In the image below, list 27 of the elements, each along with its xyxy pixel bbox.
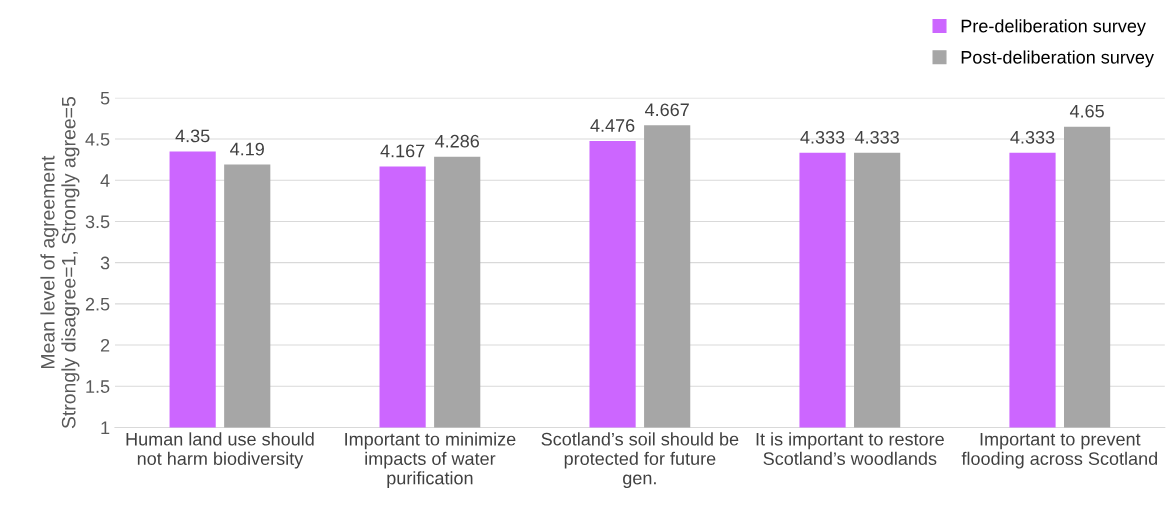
y-tick-label: 1 (101, 421, 110, 434)
y-tick-label: 5 (100, 91, 110, 105)
x-tick-label: Important to prevent flooding across Scotland (961, 432, 1158, 469)
x-tick-label: It is important to restore Scotland’s woodlands (756, 432, 944, 466)
x-tick-label: Important to minimize impacts of water purification (345, 432, 516, 489)
y-tick-label: 4.5 (85, 133, 110, 146)
data-label: 4.286 (435, 134, 479, 148)
x-tick-label: Scotland’s soil should be protected for future gen. (541, 432, 739, 489)
data-label: 4.35 (175, 129, 210, 143)
y-tick-label: 2.5 (85, 297, 110, 311)
data-label: 4.167 (380, 144, 425, 158)
x-tick-label: Human land use should not harm biodiversity (126, 432, 314, 469)
data-label: 4.476 (590, 119, 635, 132)
data-label: 4.333 (800, 130, 845, 144)
legend-label: Pre-deliberation survey (961, 19, 1146, 36)
y-tick-label: 3.5 (85, 215, 110, 229)
y-axis-title: Mean level of agreement Strongly disagree=1, Strongly agree=5 (40, 96, 80, 429)
data-label: 4.667 (644, 103, 689, 117)
y-tick-label: 3 (100, 256, 110, 270)
legend-label: Post-deliberation survey (961, 50, 1154, 68)
data-label: 4.333 (1010, 130, 1055, 144)
y-tick-label: 4 (100, 174, 110, 187)
data-label: 4.19 (230, 142, 264, 156)
y-tick-label: 1.5 (86, 380, 110, 393)
y-tick-label: 2 (100, 338, 110, 352)
data-label: 4.333 (854, 130, 899, 144)
data-label: 4.65 (1069, 104, 1104, 118)
